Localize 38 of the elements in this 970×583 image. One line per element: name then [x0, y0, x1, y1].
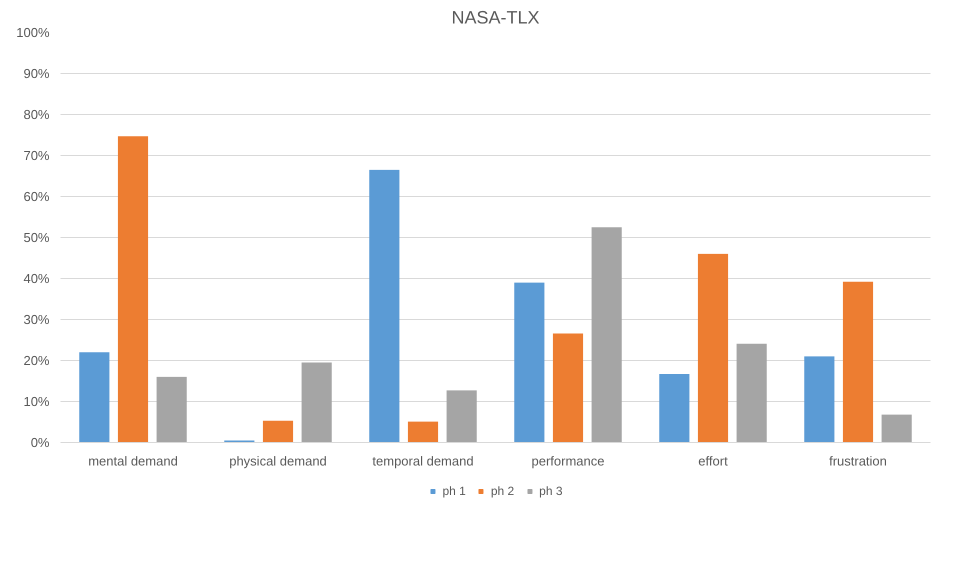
- bar: [118, 136, 148, 442]
- y-tick-label: 90%: [23, 66, 50, 81]
- x-tick-label: effort: [698, 454, 728, 468]
- x-tick-label: mental demand: [88, 454, 178, 468]
- y-tick-label: 80%: [23, 107, 50, 122]
- bar: [592, 227, 622, 442]
- y-tick-label: 60%: [23, 189, 50, 204]
- y-tick-label: 30%: [23, 312, 50, 327]
- x-tick-label: frustration: [829, 454, 887, 468]
- y-tick-label: 70%: [23, 148, 50, 163]
- x-tick-label: physical demand: [229, 454, 327, 468]
- y-tick-label: 10%: [23, 394, 50, 409]
- bar: [514, 282, 544, 442]
- bar: [446, 390, 477, 442]
- bar: [79, 352, 110, 442]
- x-tick-label: temporal demand: [372, 454, 474, 468]
- bar: [262, 420, 294, 442]
- bar: [369, 170, 400, 442]
- bar: [736, 344, 767, 442]
- y-tick-label: 20%: [23, 353, 50, 368]
- bar: [659, 374, 690, 442]
- y-tick-label: 100%: [16, 25, 50, 40]
- x-tick-label: performance: [532, 454, 604, 468]
- bar: [842, 282, 874, 442]
- bar: [408, 422, 438, 442]
- bar: [804, 356, 834, 442]
- bar: [302, 362, 332, 442]
- bar: [882, 414, 912, 442]
- bar: [156, 376, 187, 442]
- legend-label: ph 3: [539, 484, 563, 498]
- bar: [552, 333, 584, 442]
- chart-title: NASA-TLX: [451, 8, 540, 28]
- y-tick-label: 0%: [30, 435, 50, 450]
- legend-label: ph 2: [490, 484, 514, 498]
- y-tick-label: 40%: [23, 271, 50, 286]
- bar: [698, 254, 728, 442]
- legend-label: ph 1: [442, 484, 466, 498]
- y-tick-label: 50%: [23, 230, 50, 245]
